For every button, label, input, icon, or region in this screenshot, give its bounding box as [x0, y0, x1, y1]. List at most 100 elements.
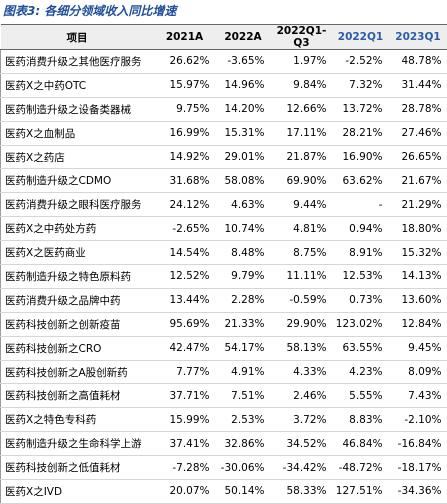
cell: 12.66%: [271, 97, 333, 121]
cell: 42.47%: [154, 336, 216, 360]
cell: 14.13%: [389, 265, 447, 289]
cell: 16.90%: [333, 145, 389, 169]
cell: 8.83%: [333, 408, 389, 432]
row-label: 医药科技创新之创新疫苗: [1, 312, 154, 336]
cell: 5.55%: [333, 384, 389, 408]
cell: 7.77%: [154, 360, 216, 384]
cell: 4.91%: [216, 360, 271, 384]
cell: 8.48%: [216, 241, 271, 265]
cell: 4.33%: [271, 360, 333, 384]
cell: 15.99%: [154, 408, 216, 432]
cell: -18.17%: [389, 456, 447, 480]
cell: 58.13%: [271, 336, 333, 360]
cell: 95.69%: [154, 312, 216, 336]
cell: 18.80%: [389, 217, 447, 241]
cell: 4.63%: [216, 193, 271, 217]
cell: 2.53%: [216, 408, 271, 432]
cell: 29.90%: [271, 312, 333, 336]
cell: 8.75%: [271, 241, 333, 265]
cell: 1.97%: [271, 50, 333, 74]
cell: 12.52%: [154, 265, 216, 289]
cell: 32.86%: [216, 432, 271, 456]
cell: 29.01%: [216, 145, 271, 169]
cell: 12.53%: [333, 265, 389, 289]
cell: 37.71%: [154, 384, 216, 408]
cell: 63.55%: [333, 336, 389, 360]
cell: 4.81%: [271, 217, 333, 241]
cell: 9.44%: [271, 193, 333, 217]
row-label: 医药X之特色专科药: [1, 408, 154, 432]
cell: -48.72%: [333, 456, 389, 480]
cell: 26.62%: [154, 50, 216, 74]
row-label: 医药X之IVD: [1, 480, 154, 504]
cell: 28.78%: [389, 97, 447, 121]
row-label: 医药制造升级之CDMO: [1, 169, 154, 193]
row-label: 医药科技创新之CRO: [1, 336, 154, 360]
cell: 21.29%: [389, 193, 447, 217]
row-label: 医药制造升级之设备类器械: [1, 97, 154, 121]
cell: 9.45%: [389, 336, 447, 360]
table-row: 医药科技创新之低值耗材-7.28%-30.06%-34.42%-48.72%-1…: [1, 456, 447, 480]
cell: 15.32%: [389, 241, 447, 265]
row-label: 医药X之中药OTC: [1, 73, 154, 97]
cell: -34.36%: [389, 480, 447, 504]
cell: 14.54%: [154, 241, 216, 265]
row-label: 医药X之医药商业: [1, 241, 154, 265]
cell: 8.09%: [389, 360, 447, 384]
cell: 27.46%: [389, 121, 447, 145]
cell: 14.92%: [154, 145, 216, 169]
row-label: 医药制造升级之特色原料药: [1, 265, 154, 289]
cell: -2.52%: [333, 50, 389, 74]
cell: 0.73%: [333, 288, 389, 312]
cell: 50.14%: [216, 480, 271, 504]
cell: 58.33%: [271, 480, 333, 504]
cell: 21.87%: [271, 145, 333, 169]
cell: 37.41%: [154, 432, 216, 456]
row-label: 医药科技创新之低值耗材: [1, 456, 154, 480]
row-label: 医药X之血制品: [1, 121, 154, 145]
cell: 13.60%: [389, 288, 447, 312]
cell: 11.11%: [271, 265, 333, 289]
cell: 13.44%: [154, 288, 216, 312]
cell: 4.23%: [333, 360, 389, 384]
cell: -2.65%: [154, 217, 216, 241]
cell: 17.11%: [271, 121, 333, 145]
cell: 3.72%: [271, 408, 333, 432]
cell: 24.12%: [154, 193, 216, 217]
cell: 8.91%: [333, 241, 389, 265]
cell: -0.59%: [271, 288, 333, 312]
cell: 7.51%: [216, 384, 271, 408]
cell: 14.96%: [216, 73, 271, 97]
cell: 15.97%: [154, 73, 216, 97]
cell: 31.68%: [154, 169, 216, 193]
table-row: 医药X之中药处方药-2.65%10.74%4.81%0.94%18.80%: [1, 217, 447, 241]
header-cell: 2021A: [154, 25, 216, 50]
row-label: 医药消费升级之品牌中药: [1, 288, 154, 312]
cell: 15.31%: [216, 121, 271, 145]
row-label: 医药消费升级之其他医疗服务: [1, 50, 154, 74]
header-cell: 项目: [1, 25, 154, 50]
cell: 0.94%: [333, 217, 389, 241]
cell: 13.72%: [333, 97, 389, 121]
cell: -: [333, 193, 389, 217]
cell: 127.51%: [333, 480, 389, 504]
cell: 16.99%: [154, 121, 216, 145]
row-label: 医药X之药店: [1, 145, 154, 169]
header-cell: 2022A: [216, 25, 271, 50]
